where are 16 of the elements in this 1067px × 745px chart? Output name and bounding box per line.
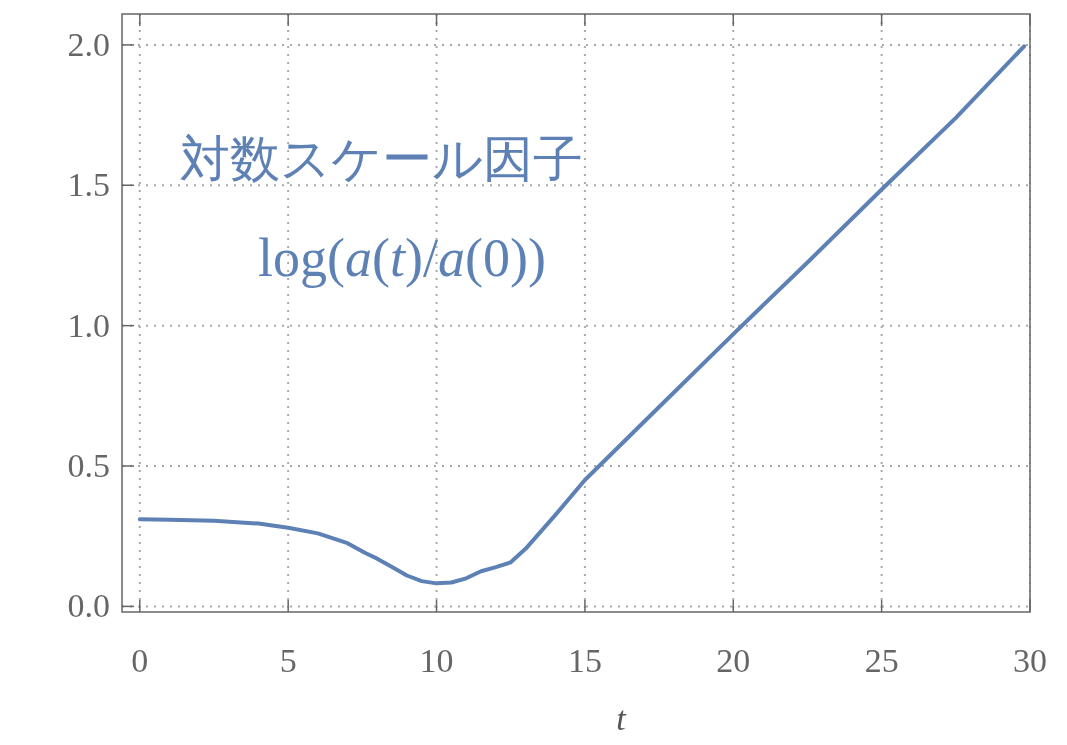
x-tick-label: 10 [419,642,454,679]
annotation: 対数スケール因子 [180,130,583,188]
x-tick-label: 20 [716,642,751,679]
y-tick-label: 0.5 [67,447,110,485]
y-tick-label: 2.0 [67,25,110,63]
x-tick-label: 15 [567,642,602,679]
x-tick-label: 0 [131,642,149,679]
y-tick-label: 1.5 [67,166,110,204]
x-tick-label: 5 [279,642,297,679]
y-tick-label: 1.0 [67,306,110,344]
y-tick-label: 0.0 [67,587,110,625]
x-tick-label: 30 [1013,642,1047,679]
x-axis-title: t [616,700,628,737]
x-tick-label: 25 [864,642,899,679]
line-series [137,44,1027,586]
annotation: log(a(t)/a(0)) [258,228,546,288]
